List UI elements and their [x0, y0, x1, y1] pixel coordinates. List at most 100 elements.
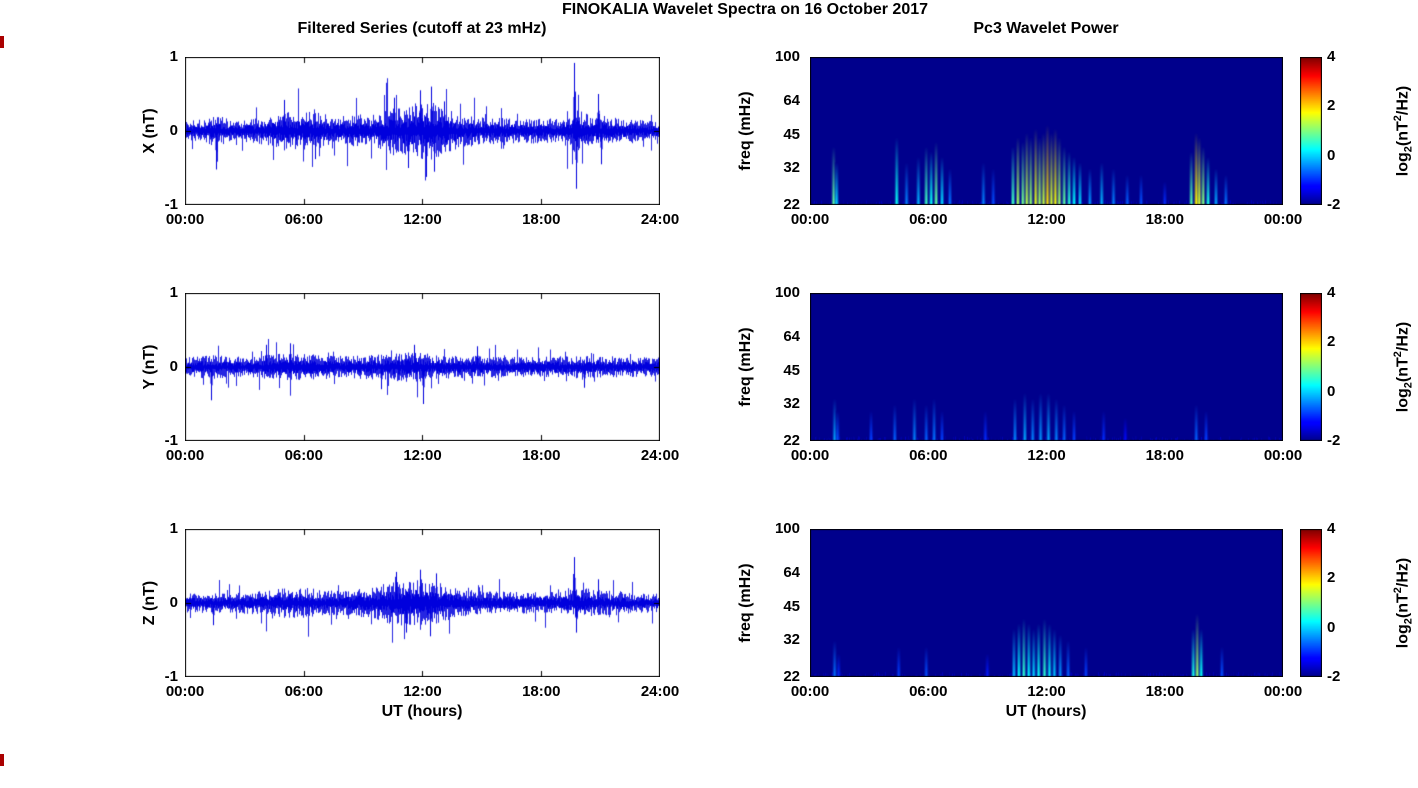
right-column-title: Pc3 Wavelet Power: [973, 20, 1119, 37]
colorbar-label-part: /Hz): [1394, 557, 1412, 588]
x-tick-label: 06:00: [284, 447, 323, 464]
colorbar-label: log2(nT2/Hz): [1388, 56, 1415, 206]
screen-edge-artifact-bottom: [0, 754, 4, 766]
x-tick-label: 00:00: [790, 211, 830, 228]
freq-tick-label: 32: [783, 395, 800, 413]
colorbar-tick-label: 2: [1327, 97, 1336, 115]
colorbar-label-part: (nT: [1394, 593, 1412, 619]
wavelet-power-x-plot: [810, 57, 1283, 205]
freq-tick-label: 22: [783, 432, 800, 449]
x-tick-label: 12:00: [1027, 447, 1066, 464]
x-tick-label: 18:00: [522, 447, 561, 464]
x-tick-label: 18:00: [1145, 683, 1184, 700]
x-tick-label: 00:00: [165, 447, 205, 464]
colorbar-label-sub: 2: [1402, 146, 1415, 153]
x-tick-label: 12:00: [403, 683, 442, 700]
colorbar-label: log2(nT2/Hz): [1388, 292, 1415, 442]
x-tick-label: 12:00: [403, 211, 442, 228]
colorbar-tick-label: 0: [1327, 382, 1336, 400]
y-tick-label: 0: [169, 358, 178, 375]
freq-tick-label: 32: [783, 159, 800, 177]
colorbar-tick-label: -2: [1327, 196, 1341, 213]
x-tick-label: 06:00: [909, 211, 948, 228]
freq-tick-label: 100: [774, 284, 800, 301]
x-tick-label: 00:00: [1263, 211, 1303, 228]
colorbar-label-sup: 2: [1392, 587, 1404, 594]
x-tick-label: 00:00: [1263, 683, 1303, 700]
colorbar-tick-label: 4: [1327, 48, 1336, 65]
wavelet-power-z-plot: [810, 529, 1283, 677]
y-tick-label: -1: [164, 668, 178, 685]
colorbar-tick-label: 4: [1327, 284, 1336, 301]
colorbar-tick-label: 2: [1327, 569, 1336, 587]
colorbar-label-part: /Hz): [1394, 85, 1412, 116]
x-tick-label: 12:00: [1027, 683, 1066, 700]
freq-tick-label: 22: [783, 668, 800, 685]
freq-tick-label: 32: [783, 631, 800, 649]
x-tick-label: 24:00: [640, 447, 680, 464]
x-tick-label: 06:00: [909, 683, 948, 700]
x-tick-label: 12:00: [403, 447, 442, 464]
x-tick-label: 18:00: [522, 683, 561, 700]
freq-axis-label-z: freq (mHz): [737, 563, 754, 643]
colorbar-label-part: log: [1394, 624, 1412, 649]
freq-tick-label: 64: [783, 327, 800, 345]
wavelet-power-y-plot: [810, 293, 1283, 441]
y-tick-label: 0: [169, 594, 178, 611]
x-tick-label: 00:00: [165, 683, 205, 700]
colorbar-label-part: (nT: [1394, 357, 1412, 383]
y-tick-label: 1: [169, 48, 178, 65]
colorbar-tick-label: -2: [1327, 668, 1341, 685]
x-tick-label: 00:00: [790, 683, 830, 700]
x-tick-label: 12:00: [1027, 211, 1066, 228]
x-tick-label: 00:00: [790, 447, 830, 464]
x-tick-label: 18:00: [522, 211, 561, 228]
colorbar-tick-label: 0: [1327, 146, 1336, 164]
y-tick-label: 1: [169, 284, 178, 301]
colorbar-tick-label: 0: [1327, 618, 1336, 636]
freq-tick-label: 100: [774, 48, 800, 65]
colorbar-label-sub: 2: [1402, 382, 1415, 389]
freq-tick-label: 100: [774, 520, 800, 537]
x-tick-label: 24:00: [640, 211, 680, 228]
y-tick-label: -1: [164, 196, 178, 213]
freq-tick-label: 22: [783, 196, 800, 213]
colorbar-label-sub: 2: [1402, 618, 1415, 625]
colorbar-label-part: (nT: [1394, 121, 1412, 147]
filtered-series-x-plot: [185, 57, 660, 205]
x-tick-label: 00:00: [1263, 447, 1303, 464]
freq-axis-label-x: freq (mHz): [737, 91, 754, 171]
filtered-series-z-plot: [185, 529, 660, 677]
colorbar-tick-label: 4: [1327, 520, 1336, 537]
colorbar-label-sup: 2: [1392, 351, 1404, 358]
x-tick-label: 06:00: [909, 447, 948, 464]
x-tick-label: 06:00: [284, 211, 323, 228]
x-axis-label-left: UT (hours): [381, 703, 463, 720]
y-tick-label: 0: [169, 122, 178, 139]
colorbar-tick-label: 2: [1327, 333, 1336, 351]
colorbar-y: [1300, 293, 1322, 441]
screen-edge-artifact-top: [0, 36, 4, 48]
x-axis-label-right: UT (hours): [1005, 703, 1087, 720]
figure-title: FINOKALIA Wavelet Spectra on 16 October …: [561, 1, 929, 18]
freq-tick-label: 64: [783, 563, 800, 581]
x-tick-label: 24:00: [640, 683, 680, 700]
x-tick-label: 18:00: [1145, 447, 1184, 464]
freq-tick-label: 45: [783, 126, 800, 144]
freq-tick-label: 64: [783, 91, 800, 109]
colorbar-tick-label: -2: [1327, 432, 1341, 449]
colorbar-label-sup: 2: [1392, 115, 1404, 122]
x-tick-label: 06:00: [284, 683, 323, 700]
colorbar-z: [1300, 529, 1322, 677]
freq-tick-label: 45: [783, 362, 800, 380]
y-tick-label: 1: [169, 520, 178, 537]
left-column-title: Filtered Series (cutoff at 23 mHz): [297, 20, 547, 37]
freq-axis-label-y: freq (mHz): [737, 327, 754, 407]
colorbar-label-part: log: [1394, 152, 1412, 177]
filtered-series-y-plot: [185, 293, 660, 441]
colorbar-x: [1300, 57, 1322, 205]
x-tick-label: 00:00: [165, 211, 205, 228]
colorbar-label-part: /Hz): [1394, 321, 1412, 352]
y-tick-label: -1: [164, 432, 178, 449]
